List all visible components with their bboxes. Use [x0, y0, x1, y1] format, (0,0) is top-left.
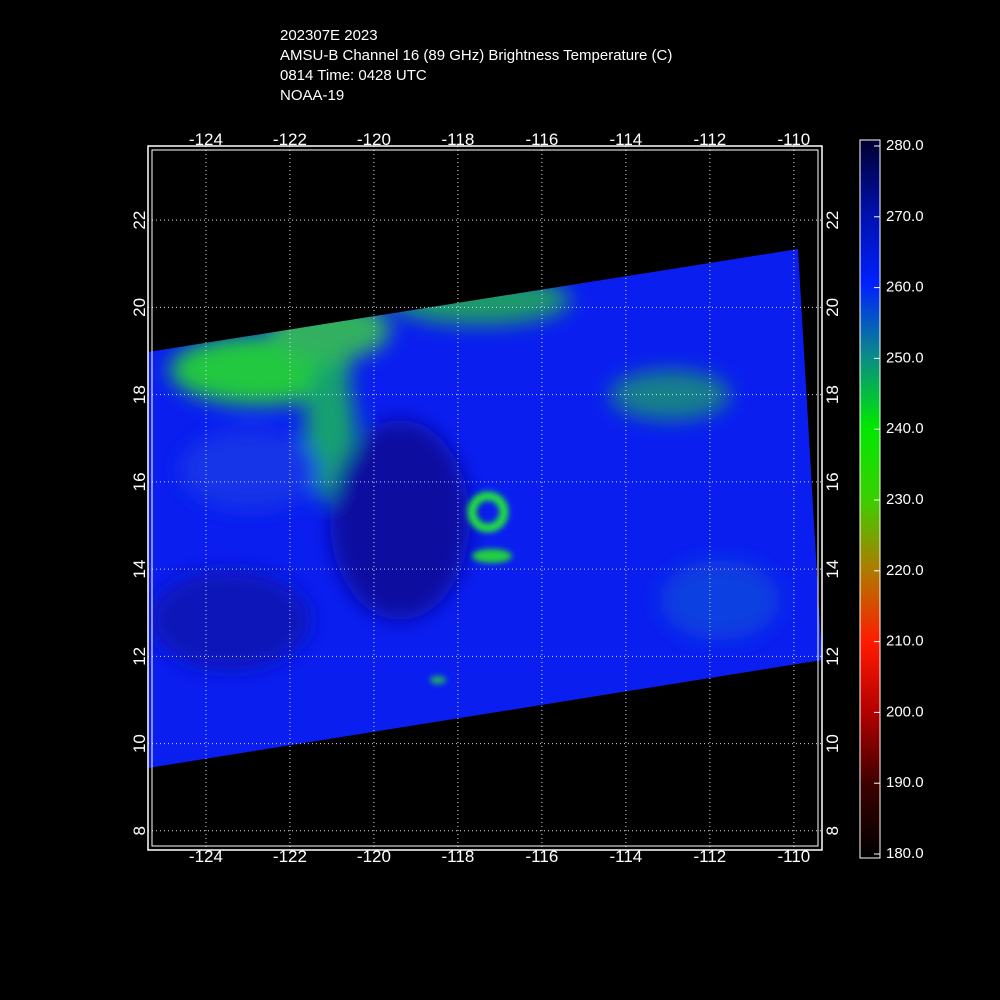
- lat-tick-label: 22: [130, 211, 149, 230]
- colorbar-label: 190.0: [886, 774, 924, 791]
- lon-tick-label: -114: [610, 130, 643, 149]
- lon-tick-label: -112: [693, 130, 726, 149]
- lat-tick-label: 10: [130, 734, 149, 753]
- lon-tick-label: -110: [777, 847, 810, 866]
- title-line: 202307E 2023: [280, 27, 378, 44]
- lon-tick-label: -118: [442, 847, 475, 866]
- colorbar-label: 270.0: [886, 208, 924, 225]
- title-line: AMSU-B Channel 16 (89 GHz) Brightness Te…: [280, 47, 672, 64]
- grid: [148, 146, 822, 850]
- lat-tick-label: 20: [130, 298, 149, 317]
- lon-tick-label: -124: [189, 130, 223, 149]
- lat-tick-label: 8: [823, 826, 842, 835]
- colorbar-label: 250.0: [886, 349, 924, 366]
- lat-tick-label: 16: [130, 472, 149, 491]
- lon-tick-label: -110: [777, 130, 810, 149]
- colorbar-label: 180.0: [886, 845, 924, 862]
- lon-tick-label: -122: [273, 847, 307, 866]
- lat-tick-label: 18: [130, 385, 149, 404]
- imagery: [148, 249, 822, 768]
- lat-tick-label: 12: [130, 647, 149, 666]
- lon-tick-label: -116: [526, 130, 559, 149]
- frame-inner: [151, 149, 819, 847]
- lat-tick-label: 14: [823, 560, 842, 579]
- lat-tick-label: 14: [130, 560, 149, 579]
- lon-tick-label: -114: [610, 847, 643, 866]
- colorbar-ticks: 280.0 270.0 260.0 250.0 240.0 230.0 220.0 210.0…: [874, 137, 924, 862]
- lat-tick-label: 18: [823, 385, 842, 404]
- lat-tick-label: 10: [823, 734, 842, 753]
- lon-tick-label: -120: [357, 847, 391, 866]
- lat-tick-label: 22: [823, 211, 842, 230]
- colorbar-label: 230.0: [886, 491, 924, 508]
- colorbar-label: 280.0: [886, 137, 924, 154]
- colorbar-label: 260.0: [886, 279, 924, 296]
- title-line: 0814 Time: 0428 UTC: [280, 67, 427, 84]
- lat-tick-label: 12: [823, 647, 842, 666]
- colorbar-label: 200.0: [886, 703, 924, 720]
- frame: [147, 145, 823, 851]
- title-line: NOAA-19: [280, 87, 344, 104]
- colorbar-label: 220.0: [886, 562, 924, 579]
- colorbar-label: 240.0: [886, 420, 924, 437]
- lon-tick-label: -116: [526, 847, 559, 866]
- colorbar-label: 210.0: [886, 633, 924, 650]
- axis-labels: -124 -124 -122 -122 -120 -120 -118 -118 -116 -116…: [130, 130, 842, 866]
- lat-tick-label: 8: [130, 826, 149, 835]
- colorbar: [859, 139, 881, 859]
- lon-tick-label: -120: [357, 130, 391, 149]
- lon-tick-label: -118: [442, 130, 475, 149]
- lon-tick-label: -112: [693, 847, 726, 866]
- lat-tick-label: 16: [823, 472, 842, 491]
- lon-tick-label: -122: [273, 130, 307, 149]
- lat-tick-label: 20: [823, 298, 842, 317]
- lon-tick-label: -124: [189, 847, 223, 866]
